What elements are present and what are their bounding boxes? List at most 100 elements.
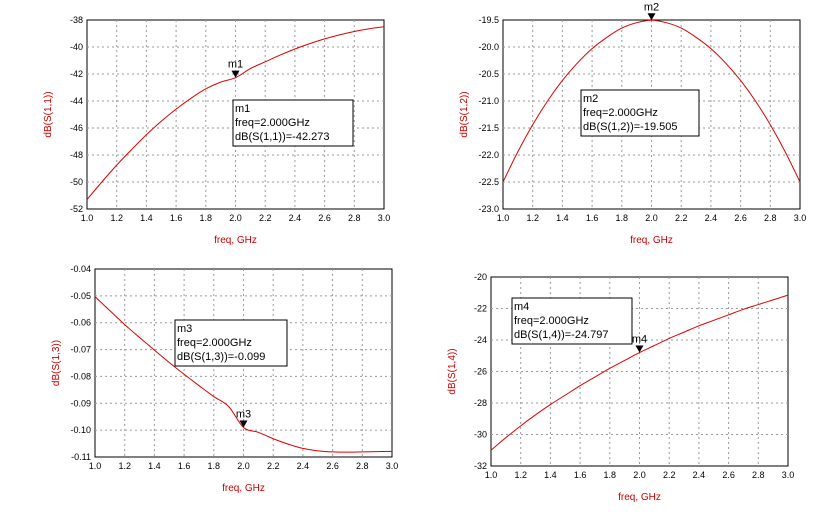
x-axis-label: freq, GHz [222, 483, 265, 494]
x-tick-label: 2.6 [734, 213, 747, 223]
x-tick-label: 2.0 [645, 213, 658, 223]
readout-line: dB(S(1,4))=-24.797 [514, 329, 608, 341]
marker-m2-icon[interactable] [647, 13, 656, 21]
x-tick-label: 2.2 [675, 213, 688, 223]
x-tick-label: 2.0 [237, 461, 250, 471]
x-tick-label: 2.0 [229, 213, 242, 223]
y-tick-label: -24 [474, 335, 487, 345]
marker-label: m3 [236, 408, 251, 420]
x-tick-label: 2.2 [267, 461, 280, 471]
y-tick-label: -19.5 [478, 15, 499, 25]
plot-3: 1.0 1.2 1.4 1.6 1.8 2.0 2.2 2.4 2.6 2.8 3.0 -0.11 -0… [51, 264, 398, 494]
marker-readout-4[interactable]: m4 freq=2.000GHz dB(S(1,4))=-24.797 [511, 297, 633, 345]
x-tick-label: 1.2 [110, 213, 123, 223]
y-tick-label: -48 [70, 150, 83, 160]
x-tick-label: 1.6 [178, 461, 191, 471]
y-tick-label: -0.11 [71, 452, 91, 462]
readout-line: m3 [177, 323, 192, 335]
readout-line: m1 [235, 103, 250, 115]
y-tick-label: -22.5 [478, 177, 499, 187]
x-tick-label: 1.8 [616, 213, 629, 223]
y-tick-label: -23.0 [478, 204, 499, 214]
x-tick-label: 2.4 [693, 470, 706, 480]
y-tick-label: -0.09 [70, 398, 91, 408]
x-axis-label: freq, GHz [214, 235, 257, 246]
y-tick-label: -52 [70, 204, 83, 214]
x-tick-label: 2.4 [289, 213, 302, 223]
readout-line: dB(S(1,3))=-0.099 [177, 351, 265, 363]
readout-line: dB(S(1,2))=-19.505 [583, 121, 677, 133]
readout-line: freq=2.000GHz [583, 107, 658, 119]
y-tick-label: -26 [474, 367, 487, 377]
y-tick-label: -21.5 [478, 123, 499, 133]
x-tick-label: 2.6 [318, 213, 331, 223]
x-tick-label: 3.0 [378, 213, 391, 223]
x-tick-label: 1.4 [148, 461, 161, 471]
marker-m3-icon[interactable] [239, 420, 248, 428]
x-tick-label: 1.4 [140, 213, 153, 223]
x-tick-label: 1.0 [485, 470, 498, 480]
y-tick-label: -22 [474, 304, 487, 314]
y-tick-label: -0.08 [70, 371, 91, 381]
x-tick-label: 1.2 [118, 461, 131, 471]
y-tick-label: -21.0 [478, 96, 499, 106]
x-axis-label: freq, GHz [618, 492, 661, 503]
x-tick-label: 2.4 [705, 213, 718, 223]
y-axis-label: dB(S(1,2)) [459, 91, 470, 137]
x-tick-label: 2.6 [722, 470, 735, 480]
y-tick-label: -38 [70, 15, 83, 25]
marker-readout-3[interactable]: m3 freq=2.000GHz dB(S(1,3))=-0.099 [174, 319, 288, 367]
marker-m4-icon[interactable] [635, 345, 644, 353]
y-tick-label: -20 [474, 272, 487, 282]
readout-box [232, 99, 354, 147]
marker-readout-1[interactable]: m1 freq=2.000GHz dB(S(1,1))=-42.273 [232, 99, 354, 147]
series-line [94, 296, 393, 453]
marker-label: m1 [228, 59, 243, 71]
x-tick-label: 1.6 [574, 470, 587, 480]
x-tick-label: 1.8 [604, 470, 617, 480]
x-tick-label: 1.2 [526, 213, 539, 223]
x-tick-label: 1.0 [89, 461, 102, 471]
plot-1: 1.0 1.2 1.4 1.6 1.8 2.0 2.2 2.4 2.6 2.8 3.0 -52 -50 -… [43, 15, 390, 246]
y-tick-label: -42 [70, 69, 83, 79]
x-tick-label: 1.0 [81, 213, 94, 223]
y-tick-label: -30 [474, 430, 487, 440]
y-tick-label: -40 [70, 42, 83, 52]
marker-m1-icon[interactable] [231, 70, 240, 78]
y-axis-label: dB(S(1,3)) [51, 340, 62, 386]
y-tick-label: -0.10 [70, 425, 91, 435]
x-tick-label: 2.0 [633, 470, 646, 480]
marker-label: m2 [644, 1, 659, 13]
y-tick-label: -46 [70, 123, 83, 133]
y-tick-label: -0.06 [70, 318, 91, 328]
readout-line: dB(S(1,1))=-42.273 [235, 131, 329, 143]
y-tick-label: -28 [474, 398, 487, 408]
marker-readout-2[interactable]: m2 freq=2.000GHz dB(S(1,2))=-19.505 [580, 89, 700, 137]
y-tick-label: -32 [474, 461, 487, 471]
x-tick-label: 2.2 [663, 470, 676, 480]
x-tick-label: 2.8 [356, 461, 369, 471]
series-line [86, 26, 385, 200]
readout-box [174, 319, 288, 367]
x-tick-label: 2.2 [259, 213, 272, 223]
readout-line: freq=2.000GHz [514, 315, 589, 327]
y-tick-label: -44 [70, 96, 83, 106]
x-tick-label: 1.6 [170, 213, 183, 223]
x-tick-label: 1.6 [586, 213, 599, 223]
x-tick-label: 1.8 [208, 461, 221, 471]
plot-2: 1.0 1.2 1.4 1.6 1.8 2.0 2.2 2.4 2.6 2.8 3.0 -23.0 -2… [459, 1, 806, 246]
readout-line: m4 [514, 301, 529, 313]
readout-box [580, 89, 700, 137]
y-tick-label: -0.05 [70, 291, 91, 301]
marker-label: m4 [632, 334, 647, 346]
y-axis-label: dB(S(1,4)) [447, 348, 458, 394]
x-tick-label: 1.4 [544, 470, 557, 480]
x-tick-label: 2.8 [764, 213, 777, 223]
y-tick-label: -20.0 [478, 42, 499, 52]
y-tick-label: -50 [70, 177, 83, 187]
readout-box [511, 297, 633, 345]
readout-line: m2 [583, 93, 598, 105]
readout-line: freq=2.000GHz [177, 337, 252, 349]
y-tick-label: -0.07 [70, 345, 91, 355]
